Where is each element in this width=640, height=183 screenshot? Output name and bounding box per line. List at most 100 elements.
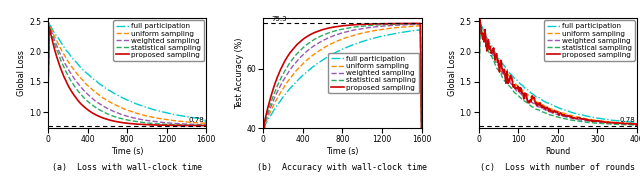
proposed sampling: [72, 97, 80, 100]
uniform sampling: [154, 117, 161, 119]
weighted sampling: [476, 24, 484, 26]
statistical sampling: [116, 117, 124, 119]
full participation: [154, 109, 161, 112]
full participation: [72, 61, 80, 63]
Line: uniform sampling: uniform sampling: [263, 26, 422, 128]
Line: full participation: full participation: [479, 24, 637, 126]
uniform sampling: [538, 103, 545, 105]
statistical sampling: [633, 125, 640, 127]
Y-axis label: Global Loss: Global Loss: [448, 50, 457, 96]
Line: statistical sampling: statistical sampling: [479, 27, 637, 126]
weighted sampling: [538, 107, 545, 109]
full participation: [589, 116, 597, 118]
uniform sampling: [417, 25, 424, 27]
weighted sampling: [116, 113, 124, 115]
statistical sampling: [193, 124, 200, 126]
proposed sampling: [340, 25, 348, 27]
proposed sampling: [202, 125, 209, 127]
uniform sampling: [590, 119, 598, 121]
uniform sampling: [202, 125, 210, 127]
weighted sampling: [154, 121, 161, 123]
statistical sampling: [262, 116, 270, 118]
full participation: [477, 23, 484, 25]
Legend: full participation, uniform sampling, weighted sampling, statistical sampling, p: full participation, uniform sampling, we…: [328, 53, 419, 93]
full participation: [288, 86, 296, 88]
statistical sampling: [538, 111, 545, 113]
uniform sampling: [259, 127, 267, 129]
full participation: [193, 117, 200, 119]
full participation: [538, 98, 545, 100]
weighted sampling: [259, 127, 267, 129]
uniform sampling: [72, 72, 80, 74]
Line: uniform sampling: uniform sampling: [48, 24, 206, 126]
proposed sampling: [590, 120, 598, 122]
Title: (c)  Loss with number of rounds: (c) Loss with number of rounds: [480, 163, 635, 172]
uniform sampling: [418, 127, 426, 129]
weighted sampling: [202, 125, 209, 127]
Title: (a)  Loss with wall-clock time: (a) Loss with wall-clock time: [52, 163, 202, 172]
statistical sampling: [589, 122, 597, 124]
uniform sampling: [331, 41, 339, 43]
weighted sampling: [590, 121, 598, 123]
proposed sampling: [262, 113, 270, 116]
full participation: [408, 30, 415, 32]
uniform sampling: [202, 125, 209, 127]
uniform sampling: [193, 122, 200, 124]
full participation: [125, 100, 133, 102]
uniform sampling: [632, 125, 640, 127]
weighted sampling: [193, 123, 200, 126]
proposed sampling: [633, 125, 640, 127]
uniform sampling: [47, 28, 55, 30]
statistical sampling: [340, 28, 348, 30]
proposed sampling: [575, 116, 582, 119]
statistical sampling: [259, 127, 267, 129]
Line: uniform sampling: uniform sampling: [479, 25, 637, 126]
weighted sampling: [72, 81, 80, 83]
full participation: [527, 91, 534, 94]
uniform sampling: [476, 23, 484, 26]
Line: full participation: full participation: [48, 23, 206, 126]
uniform sampling: [494, 61, 502, 63]
uniform sampling: [116, 106, 124, 108]
statistical sampling: [476, 25, 484, 28]
full participation: [44, 93, 52, 95]
proposed sampling: [538, 107, 545, 109]
statistical sampling: [575, 120, 582, 122]
full participation: [47, 26, 55, 28]
statistical sampling: [45, 24, 53, 26]
uniform sampling: [369, 30, 376, 32]
full participation: [262, 122, 270, 124]
proposed sampling: [527, 100, 534, 102]
statistical sampling: [494, 69, 502, 71]
uniform sampling: [45, 23, 53, 25]
Text: 75.3: 75.3: [271, 16, 287, 23]
Text: 0.78: 0.78: [619, 117, 635, 123]
statistical sampling: [202, 125, 209, 127]
statistical sampling: [72, 88, 80, 90]
weighted sampling: [369, 26, 376, 28]
weighted sampling: [408, 23, 415, 26]
weighted sampling: [331, 34, 339, 36]
weighted sampling: [589, 121, 597, 123]
proposed sampling: [475, 17, 483, 19]
full participation: [369, 38, 376, 40]
Line: proposed sampling: proposed sampling: [263, 23, 422, 128]
full participation: [632, 125, 640, 127]
statistical sampling: [154, 123, 161, 125]
full participation: [475, 97, 483, 100]
Line: weighted sampling: weighted sampling: [479, 25, 637, 126]
statistical sampling: [632, 125, 640, 127]
weighted sampling: [288, 67, 296, 69]
Y-axis label: Test Accuracy (%): Test Accuracy (%): [235, 38, 244, 109]
full participation: [202, 125, 210, 127]
proposed sampling: [116, 121, 124, 123]
statistical sampling: [44, 94, 52, 96]
statistical sampling: [288, 59, 296, 62]
proposed sampling: [44, 95, 52, 97]
full participation: [45, 22, 53, 24]
weighted sampling: [202, 125, 210, 127]
X-axis label: Time (s): Time (s): [111, 147, 143, 156]
Line: statistical sampling: statistical sampling: [48, 25, 206, 126]
uniform sampling: [262, 120, 270, 122]
Line: weighted sampling: weighted sampling: [263, 24, 422, 128]
